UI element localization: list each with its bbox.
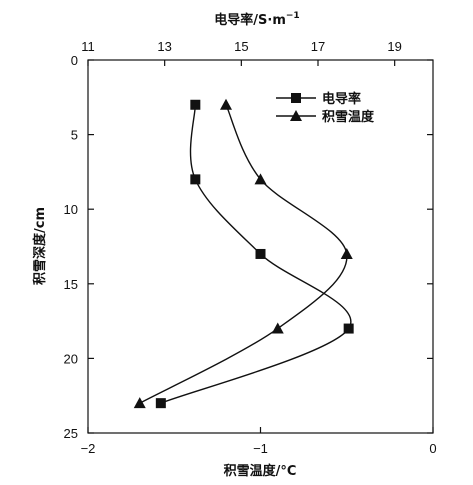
data-point-square xyxy=(190,174,201,185)
data-point-triangle xyxy=(220,98,232,110)
legend: 电导率 积雪温度 xyxy=(276,91,375,125)
legend-label-temperature: 积雪温度 xyxy=(322,109,375,125)
data-point-triangle xyxy=(340,247,353,259)
top-axis-title-superscript: −1 xyxy=(286,11,300,21)
top-tick-label: 15 xyxy=(234,39,248,54)
top-tick-label: 17 xyxy=(311,39,325,54)
series-line-0 xyxy=(160,104,352,404)
top-tick-label: 13 xyxy=(157,39,171,54)
top-axis-title-text: 电导率/S·m xyxy=(214,12,286,28)
bottom-axis-title: 积雪温度/°C xyxy=(224,463,297,479)
y-tick-label: 10 xyxy=(64,202,78,217)
series-line-1 xyxy=(139,104,348,404)
y-tick-label: 20 xyxy=(64,351,78,366)
bottom-tick-label: −1 xyxy=(253,441,268,456)
data-point-square xyxy=(155,398,166,409)
bottom-tick-label: 0 xyxy=(429,441,436,456)
y-tick-label: 0 xyxy=(71,53,78,68)
ticks-layer: 0 5 10 15 20 25 11 13 15 17 19 −2 −1 0 xyxy=(64,39,437,456)
data-point-triangle xyxy=(254,173,267,185)
data-point-square xyxy=(190,99,201,110)
data-point-square xyxy=(255,248,266,259)
series-layer xyxy=(133,98,354,409)
y-tick-label: 15 xyxy=(64,277,78,292)
y-tick-label: 5 xyxy=(71,128,78,143)
top-tick-label: 19 xyxy=(387,39,401,54)
data-point-square xyxy=(343,323,354,334)
y-axis-title: 积雪深度/cm xyxy=(32,207,48,285)
y-tick-label: 25 xyxy=(64,426,78,441)
bottom-tick-label: −2 xyxy=(81,441,96,456)
top-tick-label: 11 xyxy=(81,39,95,54)
legend-marker-square xyxy=(291,93,301,103)
plot-frame xyxy=(87,59,434,434)
top-axis-title: 电导率/S·m−1 xyxy=(214,11,299,28)
data-point-triangle xyxy=(271,322,284,334)
legend-label-conductivity: 电导率 xyxy=(322,91,361,107)
legend-marker-triangle xyxy=(290,110,302,121)
data-point-triangle xyxy=(133,397,146,409)
